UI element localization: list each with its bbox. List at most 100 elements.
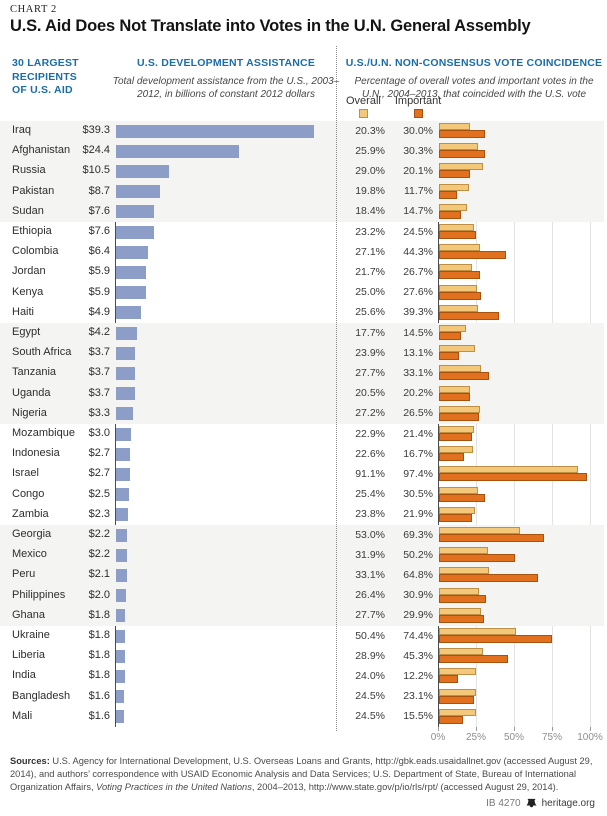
aid-value: $3.7 — [88, 366, 110, 379]
aid-value: $2.2 — [88, 548, 110, 561]
important-pct-value: 27.6% — [403, 286, 433, 299]
overall-bar — [439, 446, 474, 454]
overall-pct-value: 29.0% — [355, 164, 385, 177]
column-header-vote-coincidence: U.S./U.N. NON-CONSENSUS VOTE COINCIDENCE… — [344, 57, 604, 101]
overall-bar — [439, 486, 478, 494]
country-label: Nigeria — [12, 406, 47, 419]
aid-value: $8.7 — [88, 184, 110, 197]
country-label: Israel — [12, 467, 39, 480]
country-label: Peru — [12, 568, 36, 581]
report-id: IB 4270 — [486, 798, 521, 809]
country-label: Bangladesh — [12, 689, 71, 702]
country-label: India — [12, 669, 36, 682]
overall-pct-value: 25.4% — [355, 488, 385, 501]
country-label: Colombia — [12, 245, 59, 258]
legend-item-overall: Overall — [346, 95, 381, 118]
important-pct-value: 21.9% — [403, 508, 433, 521]
table-row: Colombia $6.4 27.1% 44.3% — [0, 242, 604, 262]
aid-bar — [116, 669, 126, 683]
aid-value: $1.8 — [88, 669, 110, 682]
country-label: Pakistan — [12, 184, 55, 197]
important-pct-value: 14.5% — [403, 326, 433, 339]
important-bar — [439, 453, 465, 462]
axis-tick — [476, 727, 477, 731]
aid-value: $2.1 — [88, 568, 110, 581]
aid-bar — [116, 306, 141, 320]
aid-bar — [116, 387, 135, 401]
important-bar — [439, 210, 462, 219]
important-pct-value: 11.7% — [404, 185, 433, 198]
assistance-subtitle: Total development assistance from the U.… — [112, 75, 340, 100]
aid-value: $3.7 — [88, 386, 110, 399]
overall-bar — [439, 345, 476, 353]
important-bar — [439, 614, 485, 623]
important-bar — [439, 392, 470, 401]
table-row: Sudan $7.6 18.4% 14.7% — [0, 201, 604, 222]
overall-bar — [439, 143, 479, 151]
sources-text-italic: Voting Practices in the United Nations — [96, 782, 252, 793]
overall-pct-value: 19.8% — [355, 185, 385, 198]
important-pct-value: 20.1% — [403, 164, 433, 177]
table-row: India $1.8 24.0% 12.2% — [0, 666, 604, 686]
overall-bar — [439, 628, 516, 635]
aid-bar — [116, 447, 130, 461]
important-bar — [439, 655, 508, 664]
aid-bar — [116, 205, 155, 219]
gridline — [476, 121, 477, 727]
important-bar — [439, 291, 481, 300]
axis-tick — [552, 727, 553, 731]
chart-number-label: CHART 2 — [10, 4, 57, 15]
aid-bar — [116, 488, 129, 502]
aid-value: $39.3 — [82, 124, 110, 136]
site-link: heritage.org — [541, 798, 595, 809]
table-row: Nigeria $3.3 27.2% 26.5% — [0, 403, 604, 424]
aid-value: $1.8 — [88, 649, 110, 662]
overall-bar — [439, 426, 474, 433]
important-bar — [439, 170, 470, 179]
important-pct-value: 26.5% — [403, 407, 433, 420]
important-bar — [439, 493, 486, 502]
table-row: South Africa $3.7 23.9% 13.1% — [0, 343, 604, 364]
overall-pct-value: 24.5% — [355, 710, 385, 723]
axis-tick — [438, 727, 439, 731]
overall-pct-value: 24.0% — [355, 669, 385, 682]
important-pct-value: 14.7% — [403, 205, 433, 218]
sources-text-1: U.S. Agency for International Developmen… — [10, 756, 593, 793]
aid-value: $2.7 — [88, 447, 110, 460]
aid-value: $1.8 — [88, 629, 110, 641]
aid-bar — [116, 144, 239, 158]
vote-axis-line — [438, 121, 439, 727]
legend-item-important: Important — [395, 95, 441, 118]
overall-bar — [439, 163, 484, 171]
aid-value: $1.6 — [88, 689, 110, 702]
important-pct-value: 23.1% — [403, 690, 433, 703]
aid-value: $4.2 — [88, 326, 110, 338]
aid-bar — [116, 589, 127, 603]
table-row: Afghanistan $24.4 25.9% 30.3% — [0, 141, 604, 162]
table-row: Zambia $2.3 23.8% 21.9% — [0, 505, 604, 525]
table-row: Peru $2.1 33.1% 64.8% — [0, 565, 604, 586]
important-bar — [439, 433, 472, 441]
axis-tick-label: 50% — [503, 732, 524, 743]
country-label: Indonesia — [12, 447, 60, 460]
country-label: Zambia — [12, 507, 49, 520]
overall-bar — [439, 587, 480, 595]
overall-bar — [439, 385, 471, 393]
vote-title: U.S./U.N. NON-CONSENSUS VOTE COINCIDENCE — [345, 57, 603, 69]
aid-bar — [116, 245, 149, 259]
overall-pct-value: 24.5% — [355, 690, 385, 703]
country-label: Georgia — [12, 528, 52, 540]
aid-axis-line — [115, 121, 116, 727]
important-bar — [439, 554, 516, 563]
country-label: Sudan — [12, 204, 44, 217]
important-bar — [439, 372, 490, 381]
axis-tick-label: 0% — [430, 732, 446, 743]
overall-bar — [439, 224, 475, 231]
important-bar — [439, 130, 485, 138]
column-header-assistance: U.S. DEVELOPMENT ASSISTANCE Total develo… — [112, 57, 340, 101]
important-bar — [439, 715, 463, 724]
overall-bar — [439, 183, 470, 191]
panel-divider — [336, 46, 337, 731]
important-bar — [439, 513, 473, 522]
table-row: Ethiopia $7.6 23.2% 24.5% — [0, 222, 604, 242]
